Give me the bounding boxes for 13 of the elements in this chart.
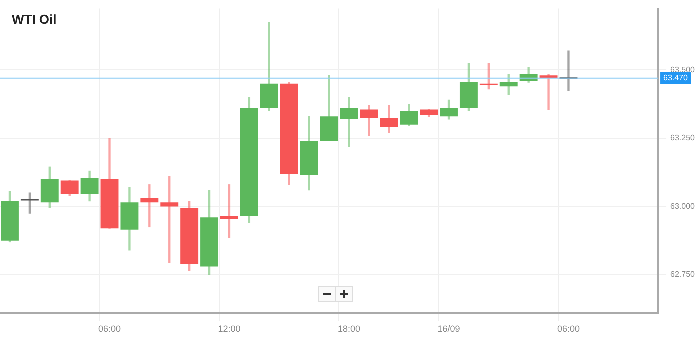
x-tick-label: 18:00 — [338, 324, 360, 334]
ref-line-label: 63.470 — [664, 74, 689, 83]
chart-title: WTI Oil — [12, 12, 57, 27]
x-tick-label: 06:00 — [557, 324, 580, 334]
y-tick-label: 63.000 — [670, 202, 696, 211]
candlestick — [540, 74, 558, 110]
y-tick-label: 62.750 — [670, 270, 696, 280]
x-tick-label: 16/09 — [438, 324, 460, 334]
y-tick-label: 63.500 — [670, 65, 696, 74]
x-tick-label: 06:00 — [98, 324, 122, 334]
x-tick-label: 12:00 — [218, 324, 241, 334]
candlestick — [340, 97, 358, 147]
y-tick-label: 63.250 — [670, 134, 696, 143]
